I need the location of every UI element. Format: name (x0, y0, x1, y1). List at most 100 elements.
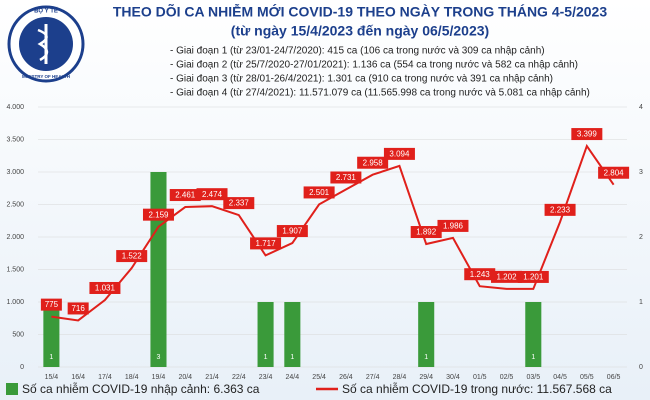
x-tick-label: 03/5 (526, 374, 540, 381)
bar (257, 302, 274, 367)
x-tick-label: 05/5 (580, 374, 594, 381)
y-tick-label: 2.500 (6, 201, 24, 208)
label-box (303, 186, 335, 199)
x-tick-label: 16/4 (71, 374, 85, 381)
point-label: 1.986 (443, 222, 464, 231)
point-label: 2.461 (175, 191, 196, 200)
legend-label: Số ca nhiễm COVID-19 nhập cảnh: 6.363 ca (22, 381, 260, 396)
point-label: 775 (45, 300, 59, 309)
x-tick-label: 04/5 (553, 374, 567, 381)
y-tick-label: 4.000 (6, 104, 24, 111)
x-tick-label: 01/5 (473, 374, 487, 381)
label-box (196, 188, 228, 201)
x-tick-label: 17/4 (98, 374, 112, 381)
note: - Giai đoạn 3 (từ 28/01-26/4/2021): 1.30… (170, 74, 553, 85)
x-tick-label: 22/4 (232, 374, 246, 381)
bar-label: 1 (424, 354, 428, 361)
bar (418, 302, 435, 367)
point-label: 1.892 (416, 228, 437, 237)
label-box (544, 203, 576, 216)
point-label: 2.159 (148, 210, 169, 219)
x-tick-label: 06/5 (607, 374, 621, 381)
label-box (276, 225, 308, 238)
label-box (169, 189, 201, 202)
x-tick-label: 18/4 (125, 374, 139, 381)
x-tick-label: 29/4 (419, 374, 433, 381)
label-box (517, 270, 549, 283)
note: - Giai đoạn 1 (từ 23/01-24/7/2020): 415 … (170, 46, 545, 57)
y2-tick-label: 4 (639, 104, 643, 111)
x-tick-label: 19/4 (152, 374, 166, 381)
x-tick-label: 30/4 (446, 374, 460, 381)
point-label: 2.731 (336, 173, 357, 182)
point-label: 2.474 (202, 190, 223, 199)
point-label: 1.907 (282, 227, 303, 236)
chart-title: THEO DÕI CA NHIỄM MỚI COVID-19 THEO NGÀY… (113, 3, 607, 20)
x-tick-label: 23/4 (259, 374, 273, 381)
point-label: 1.522 (122, 252, 143, 261)
legend-label: Số ca nhiễm COVID-19 trong nước: 11.567.… (342, 381, 612, 396)
x-tick-label: 27/4 (366, 374, 380, 381)
label-box (40, 298, 62, 311)
point-label: 2.501 (309, 188, 330, 197)
y2-tick-label: 0 (639, 364, 643, 371)
bar (43, 302, 60, 367)
note: - Giai đoạn 2 (từ 25/7/2020-27/01/2021):… (170, 60, 578, 71)
y-tick-label: 3.000 (6, 169, 24, 176)
x-tick-label: 15/4 (45, 374, 59, 381)
label-box (491, 270, 523, 283)
point-label: 2.233 (550, 205, 571, 214)
y-tick-label: 3.500 (6, 136, 24, 143)
label-box (357, 156, 389, 169)
point-label: 1.031 (95, 284, 116, 293)
point-label: 2.958 (363, 158, 384, 167)
legend-swatch (6, 383, 18, 395)
point-label: 1.201 (523, 273, 544, 282)
logo-top: BỘ Y TẾ (34, 7, 58, 15)
x-tick-label: 24/4 (286, 374, 300, 381)
point-label: 2.804 (604, 168, 625, 177)
point-label: 2.337 (229, 199, 250, 208)
bar-label: 1 (531, 354, 535, 361)
label-box (383, 147, 415, 160)
chart-subtitle: (từ ngày 15/4/2023 đến ngày 06/5/2023) (231, 23, 489, 39)
x-tick-label: 25/4 (312, 374, 326, 381)
label-box (142, 208, 174, 221)
x-tick-label: 28/4 (393, 374, 407, 381)
label-box (223, 197, 255, 210)
label-box (410, 226, 442, 239)
label-box (464, 268, 496, 281)
bar (284, 302, 301, 367)
point-label: 716 (71, 304, 85, 313)
label-box (437, 219, 469, 232)
bar-label: 1 (264, 354, 268, 361)
y-tick-label: 0 (20, 364, 24, 371)
y-tick-label: 1.500 (6, 266, 24, 273)
logo: BỘ Y TẾ MINISTRY OF HEALTH (7, 5, 85, 83)
bar-label: 3 (157, 354, 161, 361)
label-box (330, 171, 362, 184)
bar (525, 302, 542, 367)
bar (150, 172, 167, 367)
y2-tick-label: 3 (639, 169, 643, 176)
y2-tick-label: 1 (639, 299, 643, 306)
label-box (250, 237, 282, 250)
x-tick-label: 26/4 (339, 374, 353, 381)
y2-tick-label: 2 (639, 234, 643, 241)
point-label: 1.717 (256, 239, 277, 248)
point-label: 3.399 (577, 130, 598, 139)
bar-label: 1 (49, 354, 53, 361)
x-tick-label: 21/4 (205, 374, 219, 381)
label-box (67, 302, 89, 315)
point-label: 1.202 (497, 272, 518, 281)
note: - Giai đoạn 4 (từ 27/4/2021): 11.571.079… (170, 88, 590, 99)
bar-label: 1 (290, 354, 294, 361)
label-box (116, 250, 148, 263)
x-tick-label: 20/4 (178, 374, 192, 381)
y-tick-label: 500 (12, 331, 24, 338)
point-label: 3.094 (389, 149, 410, 158)
logo-bottom: MINISTRY OF HEALTH (22, 74, 70, 79)
label-box (89, 281, 121, 294)
